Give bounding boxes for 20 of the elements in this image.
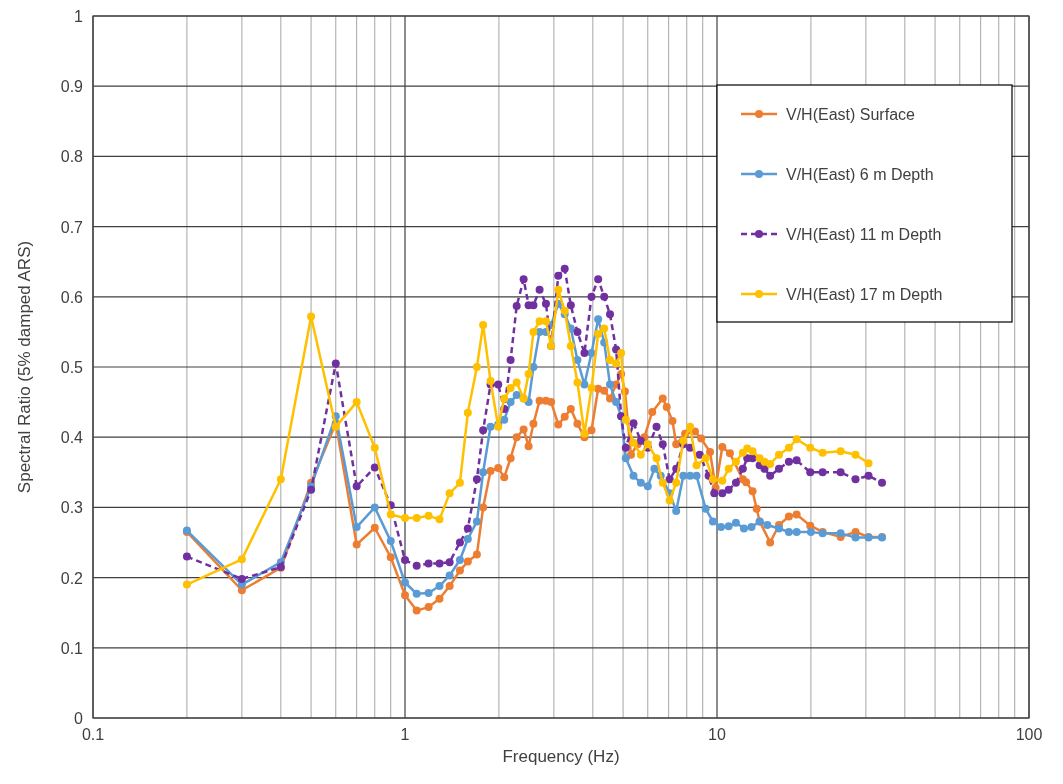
y-tick-label: 0.8 — [60, 148, 84, 166]
legend-label: V/H(East) Surface — [786, 106, 916, 123]
y-tick-label: 0.3 — [60, 499, 84, 517]
y-tick-label: 0.2 — [60, 569, 84, 587]
y-axis-title: Spectral Ratio (5% damped ARS) — [15, 240, 34, 494]
y-tick-label: 1 — [74, 8, 84, 25]
y-tick-label: 0.5 — [60, 359, 84, 376]
legend-label: V/H(East) 6 m Depth — [786, 166, 934, 183]
y-tick-label: 0 — [74, 710, 84, 727]
x-tick-label: 100 — [1015, 726, 1043, 743]
x-tick-label: 1 — [400, 726, 410, 743]
y-tick-label: 0.7 — [60, 218, 84, 236]
y-tick-label: 0.1 — [60, 639, 84, 657]
x-axis-title: Frequency (Hz) — [502, 747, 620, 766]
y-tick-label: 0.4 — [60, 429, 84, 447]
legend-label: V/H(East) 11 m Depth — [786, 226, 942, 243]
x-tick-label: 10 — [708, 726, 726, 743]
y-tick-label: 0.9 — [60, 78, 84, 96]
legend-label: V/H(East) 17 m Depth — [786, 286, 943, 303]
y-tick-label: 0.6 — [60, 288, 84, 306]
